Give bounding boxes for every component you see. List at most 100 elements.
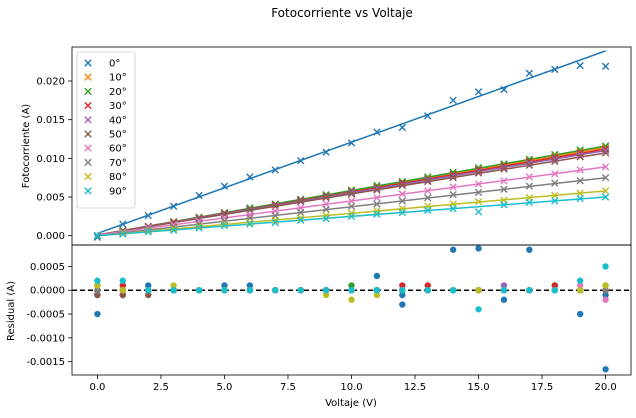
residual-point bbox=[94, 277, 101, 284]
legend-label: 80° bbox=[109, 172, 127, 183]
data-point bbox=[474, 167, 483, 176]
data-point bbox=[195, 222, 203, 231]
data-point bbox=[474, 208, 483, 216]
data-point bbox=[449, 183, 457, 191]
residual-point bbox=[119, 291, 127, 299]
legend-label: 60° bbox=[109, 144, 127, 155]
data-point bbox=[347, 190, 356, 198]
data-point bbox=[322, 200, 330, 208]
data-point bbox=[525, 173, 534, 181]
legend-label: 40° bbox=[109, 115, 127, 126]
residual-point bbox=[195, 287, 203, 294]
data-point bbox=[347, 209, 356, 217]
residual-point bbox=[399, 301, 406, 308]
residual-point bbox=[322, 287, 330, 294]
data-point bbox=[398, 123, 407, 132]
data-point bbox=[195, 191, 203, 200]
data-point bbox=[474, 166, 483, 174]
residual-point bbox=[424, 287, 431, 294]
data-points bbox=[93, 61, 610, 241]
data-point bbox=[169, 202, 178, 211]
data-point bbox=[500, 177, 508, 185]
data-point bbox=[220, 221, 229, 230]
data-point bbox=[576, 194, 584, 203]
data-point bbox=[322, 148, 330, 156]
residual-point bbox=[94, 282, 101, 289]
residual-point bbox=[602, 366, 609, 373]
residual-point bbox=[526, 287, 533, 294]
residual-point bbox=[348, 282, 355, 289]
x-tick-label: 15.0 bbox=[467, 382, 489, 393]
top-y-ticks: 0.000 0.005 0.010 0.015 0.020 bbox=[36, 77, 72, 242]
residual-point bbox=[449, 246, 457, 253]
residual-point bbox=[576, 310, 584, 318]
data-point bbox=[576, 166, 584, 174]
figure-title: Fotocorriente vs Voltaje bbox=[271, 6, 413, 20]
residual-point bbox=[145, 282, 152, 289]
data-point bbox=[398, 190, 407, 198]
bottom-x-ticks: 0.0 2.5 5.0 7.5 10.0 12.5 15.0 17.5 20.0 bbox=[89, 375, 617, 393]
data-point bbox=[322, 194, 330, 202]
data-point bbox=[576, 189, 584, 197]
residual-point bbox=[246, 287, 254, 294]
legend-marker bbox=[84, 101, 92, 110]
data-point bbox=[347, 212, 356, 221]
residual-points bbox=[94, 245, 609, 373]
residual-point bbox=[94, 291, 101, 299]
residual-point bbox=[119, 277, 127, 284]
data-point bbox=[398, 197, 407, 205]
data-point bbox=[322, 191, 330, 199]
legend-marker bbox=[84, 144, 92, 152]
residual-point bbox=[576, 277, 584, 284]
residual-point bbox=[449, 287, 457, 294]
data-point bbox=[474, 180, 483, 188]
residual-point bbox=[119, 287, 127, 294]
data-point bbox=[500, 85, 508, 94]
data-point bbox=[347, 188, 356, 197]
data-point bbox=[551, 65, 559, 74]
data-point bbox=[398, 179, 407, 187]
data-point bbox=[322, 205, 330, 214]
data-point bbox=[601, 174, 610, 182]
data-point bbox=[424, 112, 432, 120]
data-point bbox=[373, 194, 381, 202]
data-point bbox=[271, 166, 279, 174]
x-tick-label: 10.0 bbox=[340, 382, 362, 393]
data-point bbox=[119, 230, 127, 238]
legend-label: 50° bbox=[109, 130, 127, 141]
residual-point bbox=[145, 287, 152, 294]
bottom-y-tick-label: 0.0000 bbox=[30, 286, 65, 297]
data-point bbox=[449, 96, 457, 105]
residual-point bbox=[551, 282, 558, 289]
data-point bbox=[500, 185, 508, 194]
legend-marker bbox=[84, 59, 92, 67]
data-point bbox=[500, 201, 508, 209]
residual-point bbox=[602, 287, 609, 294]
residual-point bbox=[373, 291, 381, 299]
residual-point bbox=[399, 287, 406, 294]
data-point bbox=[601, 62, 610, 71]
data-point bbox=[525, 159, 534, 167]
legend: 0° 10° 20° 30° 40° 50° 60° 70° 80° 90° bbox=[76, 51, 136, 209]
legend-marker bbox=[84, 158, 92, 167]
data-point bbox=[500, 162, 508, 170]
residual-point bbox=[145, 291, 152, 299]
data-point bbox=[246, 220, 254, 228]
residual-point bbox=[475, 306, 482, 313]
legend-label: 0° bbox=[109, 59, 120, 70]
data-point bbox=[144, 225, 152, 234]
data-point bbox=[525, 182, 534, 190]
data-point bbox=[271, 218, 279, 227]
data-point bbox=[246, 218, 254, 227]
data-point bbox=[296, 197, 305, 206]
data-point bbox=[601, 163, 610, 171]
residual-point bbox=[576, 282, 584, 289]
data-point bbox=[424, 206, 432, 214]
data-point bbox=[525, 69, 534, 77]
residual-point bbox=[399, 291, 406, 299]
x-tick-label: 0.0 bbox=[89, 382, 105, 393]
legend-marker bbox=[84, 73, 92, 81]
legend-marker bbox=[84, 130, 92, 138]
data-point bbox=[246, 211, 254, 219]
